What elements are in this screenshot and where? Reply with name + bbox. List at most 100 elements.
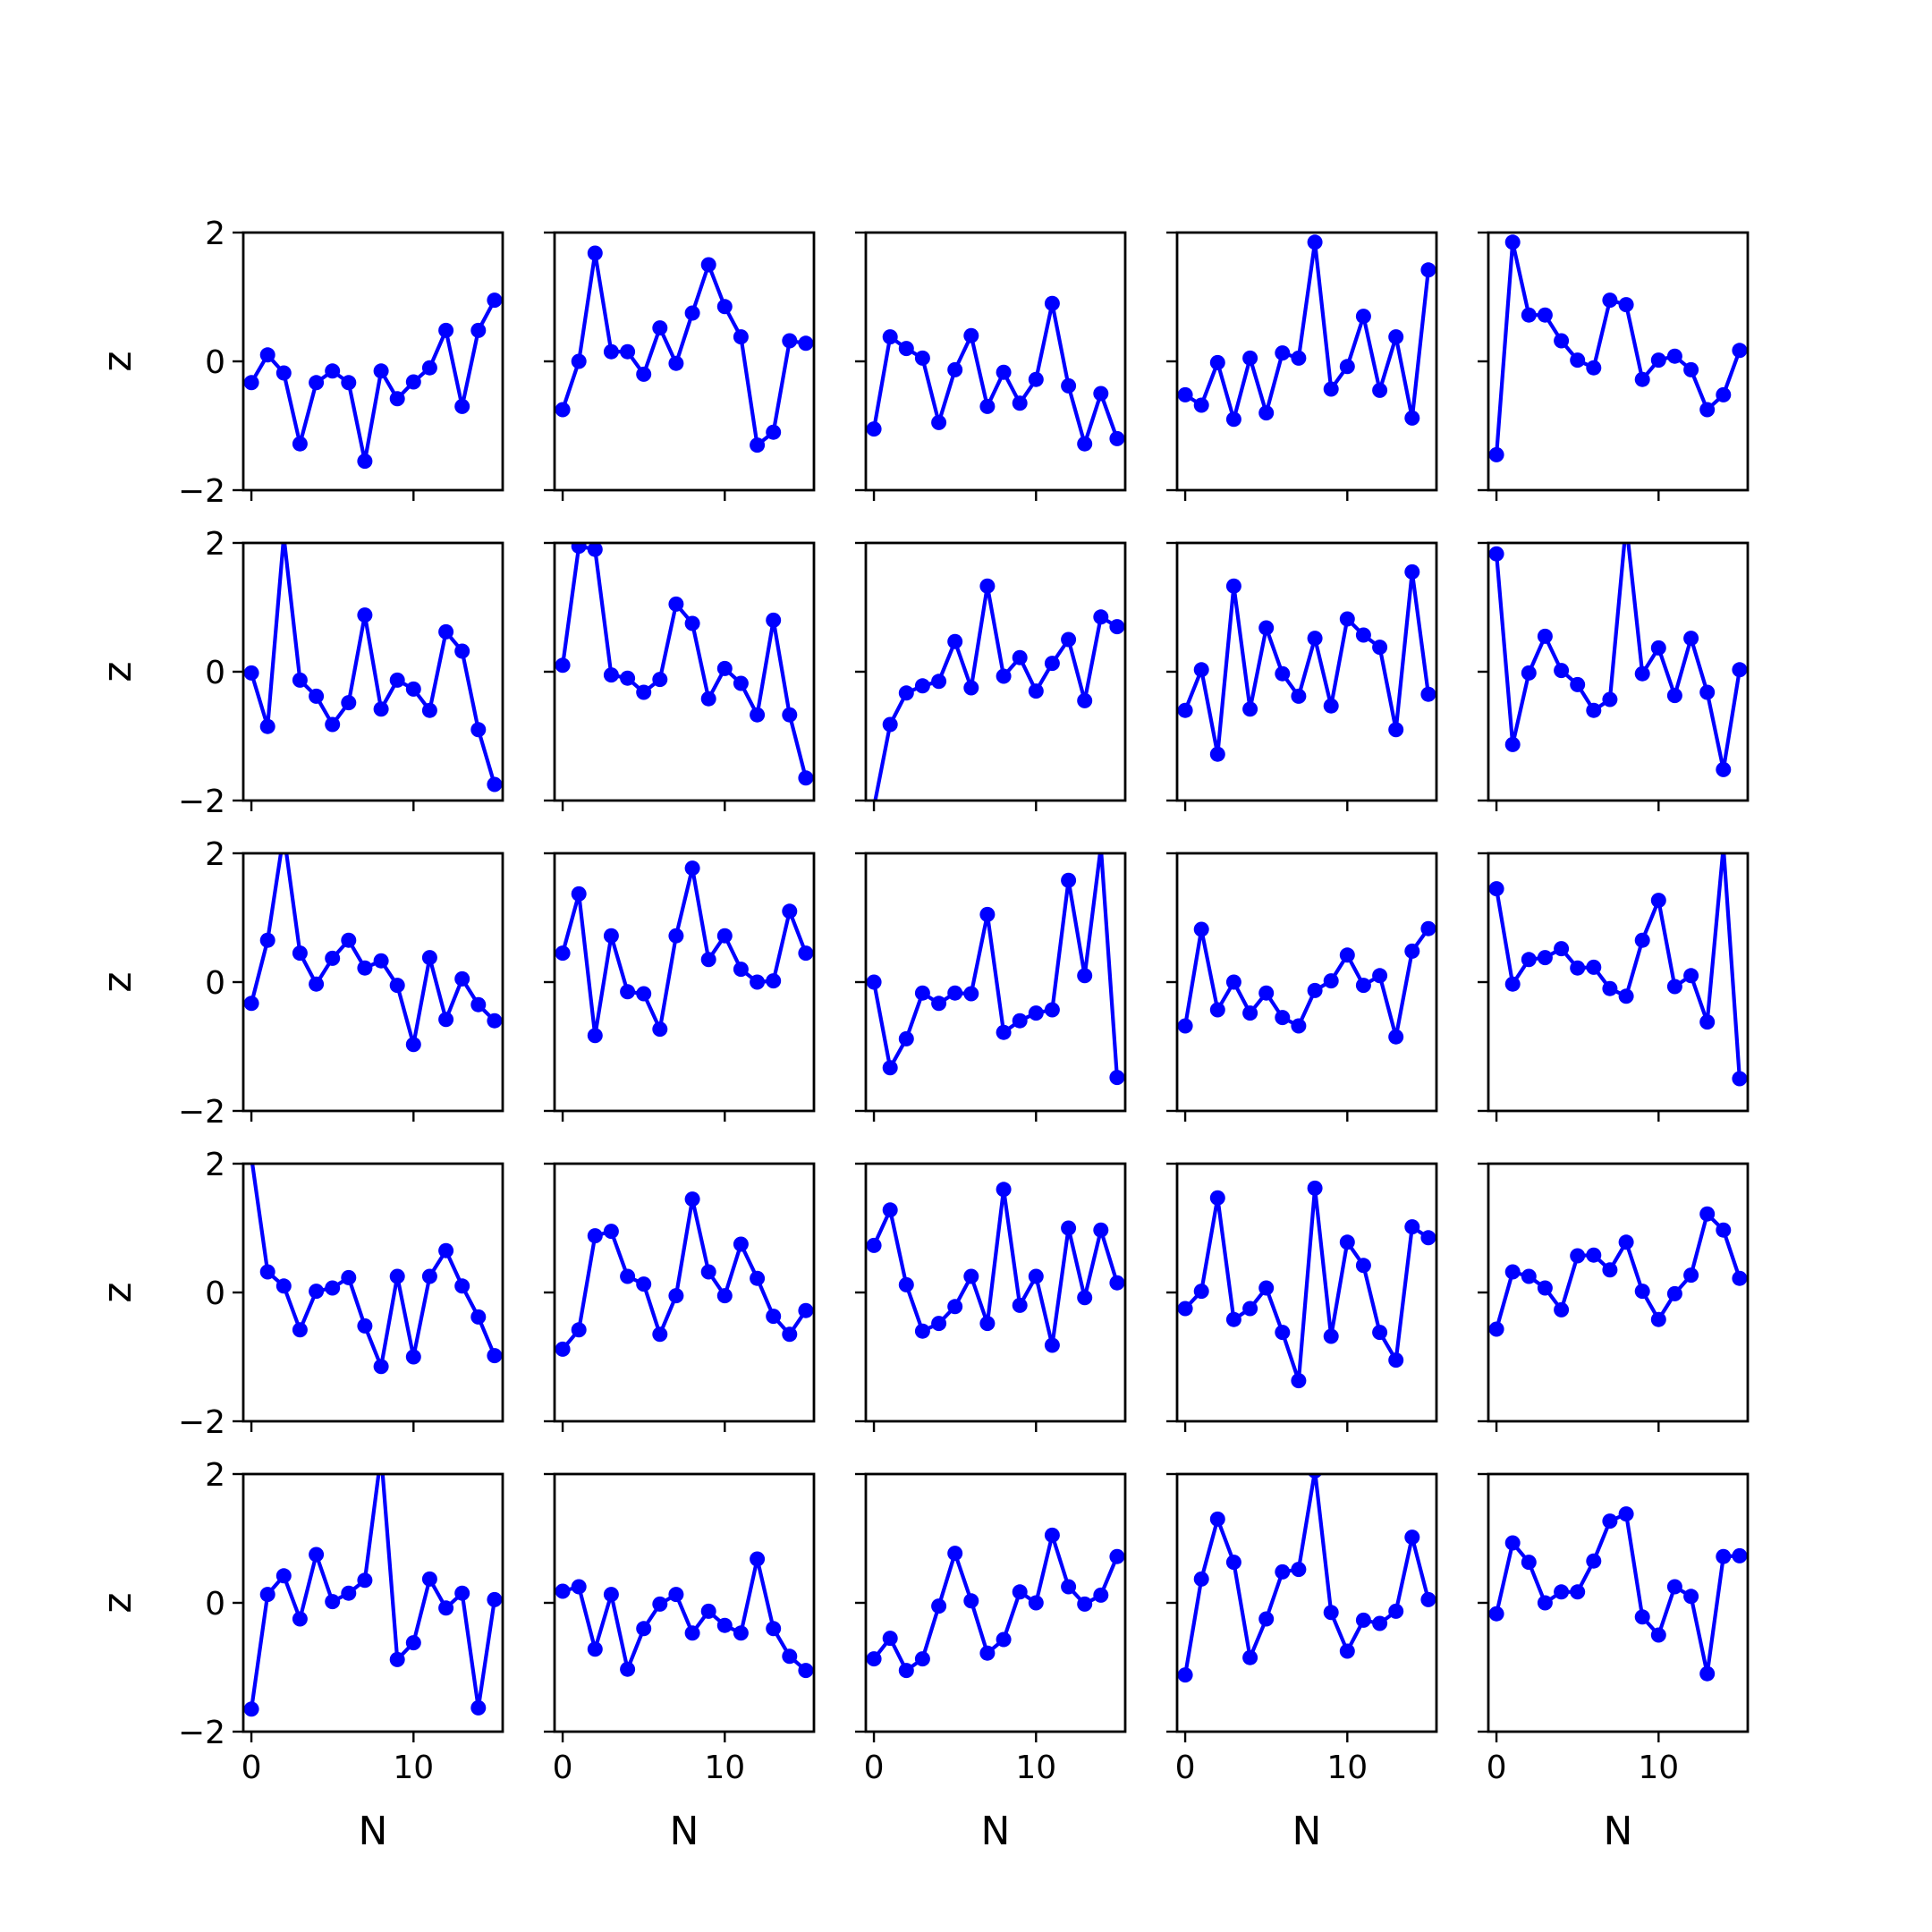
data-point bbox=[652, 1326, 668, 1343]
data-point bbox=[1602, 292, 1618, 309]
data-point bbox=[341, 932, 357, 948]
axes-frame bbox=[864, 541, 1127, 802]
data-point bbox=[1193, 662, 1209, 678]
data-point bbox=[1242, 701, 1258, 717]
data-point bbox=[438, 322, 454, 338]
data-point bbox=[947, 361, 963, 377]
data-point bbox=[1109, 619, 1125, 635]
data-point bbox=[587, 1641, 603, 1657]
data-point bbox=[1061, 1579, 1077, 1595]
data-point bbox=[1634, 371, 1650, 387]
data-point bbox=[766, 612, 782, 628]
data-point bbox=[325, 716, 341, 733]
data-point bbox=[243, 665, 259, 681]
series-line bbox=[1182, 927, 1431, 1039]
series-group bbox=[1177, 234, 1436, 428]
data-point bbox=[979, 1645, 996, 1661]
y-axis-label: z bbox=[95, 1592, 140, 1613]
data-point bbox=[1554, 1584, 1570, 1600]
series-group bbox=[1488, 543, 1748, 777]
series-group bbox=[866, 1182, 1125, 1353]
data-point bbox=[1209, 1190, 1225, 1206]
data-point bbox=[1109, 1275, 1125, 1291]
data-point bbox=[1420, 1230, 1436, 1246]
data-point bbox=[243, 375, 259, 391]
data-point bbox=[325, 1594, 341, 1610]
data-point bbox=[1012, 395, 1028, 411]
data-point bbox=[1666, 1285, 1682, 1301]
data-point bbox=[931, 996, 947, 1012]
series-line bbox=[871, 301, 1120, 446]
series-group bbox=[866, 295, 1125, 452]
data-point bbox=[1044, 1527, 1060, 1543]
data-point bbox=[1504, 976, 1521, 992]
data-point bbox=[996, 668, 1012, 684]
data-point bbox=[1372, 382, 1388, 398]
data-point bbox=[733, 675, 749, 691]
series-line bbox=[250, 298, 497, 463]
data-point bbox=[1044, 295, 1060, 311]
data-point bbox=[1716, 386, 1732, 402]
data-point bbox=[1077, 1596, 1093, 1612]
data-point bbox=[716, 660, 733, 676]
series-line bbox=[560, 1556, 809, 1673]
data-point bbox=[571, 1322, 587, 1338]
data-point bbox=[1404, 410, 1420, 426]
data-point bbox=[1077, 1290, 1093, 1306]
series-group bbox=[869, 578, 1125, 801]
data-point bbox=[1044, 1002, 1060, 1018]
data-point bbox=[1258, 985, 1275, 1001]
data-point bbox=[947, 1299, 963, 1315]
data-point bbox=[766, 1621, 782, 1637]
data-point bbox=[1323, 381, 1339, 397]
data-point bbox=[931, 674, 947, 690]
y-axis-label: z bbox=[95, 1282, 140, 1302]
data-point bbox=[1618, 1506, 1634, 1522]
subplot-5-3: 0 10N bbox=[855, 1472, 1127, 1854]
data-point bbox=[555, 402, 571, 418]
data-point bbox=[1650, 893, 1666, 909]
data-point bbox=[782, 333, 798, 349]
data-point bbox=[243, 1701, 259, 1717]
data-point bbox=[1044, 1337, 1060, 1353]
data-point bbox=[292, 1322, 308, 1338]
data-point bbox=[1093, 386, 1109, 402]
subplot-4-3 bbox=[855, 1162, 1127, 1432]
data-point bbox=[1177, 1301, 1193, 1317]
series-group bbox=[243, 292, 503, 470]
data-point bbox=[782, 1648, 798, 1665]
data-point bbox=[1554, 663, 1570, 679]
data-point bbox=[1716, 1548, 1732, 1564]
data-point bbox=[750, 707, 766, 723]
subplot-2-3 bbox=[855, 541, 1127, 811]
data-point bbox=[292, 436, 308, 452]
data-point bbox=[487, 1013, 503, 1029]
data-point bbox=[405, 1037, 421, 1053]
data-point bbox=[325, 363, 341, 379]
data-point bbox=[947, 985, 963, 1001]
data-point bbox=[1061, 872, 1077, 888]
y-tick-label: −2 bbox=[178, 1094, 225, 1131]
data-point bbox=[898, 341, 914, 357]
y-tick-label: 2 bbox=[205, 526, 225, 563]
data-point bbox=[1355, 1612, 1371, 1628]
subplot-2-2 bbox=[544, 541, 816, 811]
data-point bbox=[963, 680, 979, 696]
axes-frame bbox=[553, 1162, 816, 1423]
series-group bbox=[1488, 234, 1748, 462]
data-point bbox=[487, 776, 503, 792]
y-tick-label: 0 bbox=[205, 1275, 225, 1312]
data-point bbox=[1586, 959, 1602, 975]
subplot-1-1: −2 0 2 z bbox=[95, 216, 504, 510]
series-line bbox=[560, 250, 809, 447]
data-point bbox=[1307, 234, 1323, 250]
data-point bbox=[636, 366, 652, 382]
y-tick-label: 2 bbox=[205, 836, 225, 873]
data-point bbox=[571, 886, 587, 902]
x-axis-label: N bbox=[981, 1809, 1011, 1854]
data-point bbox=[438, 1600, 454, 1616]
data-point bbox=[603, 1587, 619, 1603]
subplot-1-5 bbox=[1478, 231, 1750, 501]
y-tick-label: 0 bbox=[205, 655, 225, 691]
